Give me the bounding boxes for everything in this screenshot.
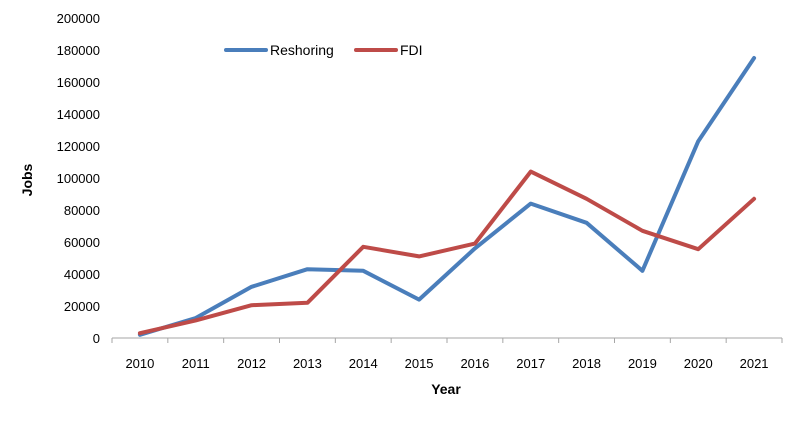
y-tick-label: 100000 — [57, 171, 100, 186]
y-tick-label: 20000 — [64, 299, 100, 314]
x-tick-label: 2018 — [572, 356, 601, 371]
x-tick-label: 2013 — [293, 356, 322, 371]
legend-label-reshoring: Reshoring — [270, 42, 334, 58]
x-tick-label: 2014 — [349, 356, 378, 371]
y-tick-label: 80000 — [64, 203, 100, 218]
y-tick-label: 160000 — [57, 75, 100, 90]
y-axis-title: Jobs — [19, 163, 35, 196]
x-tick-label: 2012 — [237, 356, 266, 371]
y-tick-label: 0 — [93, 331, 100, 346]
x-tick-label: 2016 — [460, 356, 489, 371]
y-tick-label: 200000 — [57, 11, 100, 26]
series-line-reshoring — [137, 56, 757, 337]
y-tick-label: 40000 — [64, 267, 100, 282]
x-axis-ticks: 2010 2011 2012 2013 2014 2015 2016 2017 2018 2019… — [111, 338, 783, 371]
x-axis-title: Year — [431, 381, 461, 397]
x-tick-label: 2020 — [684, 356, 713, 371]
legend: Reshoring FDI — [224, 42, 423, 58]
x-tick-label: 2021 — [740, 356, 769, 371]
x-tick-label: 2015 — [405, 356, 434, 371]
series-lines — [137, 56, 757, 337]
y-tick-label: 140000 — [57, 107, 100, 122]
x-tick-label: 2010 — [125, 356, 154, 371]
y-tick-label: 60000 — [64, 235, 100, 250]
y-tick-label: 120000 — [57, 139, 100, 154]
series-line-fdi — [137, 169, 757, 336]
x-tick-label: 2019 — [628, 356, 657, 371]
x-tick-label: 2017 — [516, 356, 545, 371]
x-tick-label: 2011 — [182, 356, 210, 371]
y-axis-ticks: 0 20000 40000 60000 80000 100000 120000 140000 1… — [57, 11, 100, 346]
legend-label-fdi: FDI — [400, 42, 423, 58]
y-tick-label: 180000 — [57, 43, 100, 58]
